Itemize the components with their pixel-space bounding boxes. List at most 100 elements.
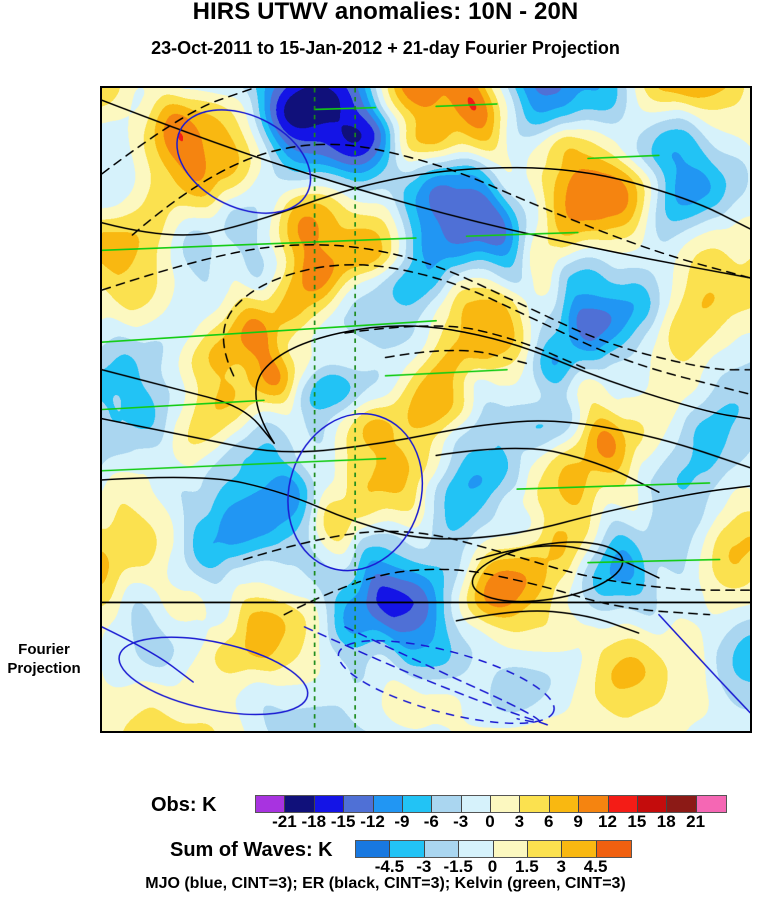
colorbar-tick-label: 18 xyxy=(656,812,676,831)
colorbar-tick-label: -3 xyxy=(416,857,432,876)
colorbar-segment xyxy=(314,796,345,812)
colorbar-tick-label: -15 xyxy=(330,812,356,831)
x-tick-major xyxy=(406,86,409,88)
colorbar-segment xyxy=(390,841,425,857)
colorbar-tick-label: -18 xyxy=(301,812,327,831)
x-tick-minor xyxy=(509,731,511,733)
colorbar-segment xyxy=(432,796,462,812)
obs-colorbar xyxy=(255,795,727,813)
plot-area: 23-Oct13-Nov4-Dec25-Dec15-Jan5-Feb30E60E… xyxy=(100,86,752,733)
colorbar-tick-label: -4.5 xyxy=(374,857,405,876)
y-tick-minor xyxy=(750,691,752,693)
colorbar-segment xyxy=(549,796,580,812)
y-tick-minor xyxy=(100,691,102,693)
y-tick-minor xyxy=(750,389,752,391)
colorbar-segment xyxy=(424,841,460,857)
y-tick-minor xyxy=(100,432,102,434)
y-tick-minor xyxy=(750,303,752,305)
x-tick-minor xyxy=(458,86,460,88)
colorbar-tick-label: 12 xyxy=(598,812,617,831)
y-tick-minor xyxy=(100,389,102,391)
x-tick-major xyxy=(101,86,104,88)
y-tick-minor xyxy=(100,561,102,563)
page-title: HIRS UTWV anomalies: 10N - 20N xyxy=(192,0,579,25)
obs-colorbar-ticks: -21 -18 -15 -12 -9 -6 -3 0 3 6 9 12 15 18 21 xyxy=(255,795,725,831)
y-axis-label: 13-Nov xyxy=(100,206,102,228)
y-tick-minor xyxy=(100,260,102,262)
colorbar-tick-label: 6 xyxy=(544,812,554,831)
colorbar-tick-label: 15 xyxy=(627,812,647,831)
y-tick-minor xyxy=(750,173,752,175)
y-tick-minor xyxy=(100,648,102,650)
y-tick-minor xyxy=(100,518,102,520)
y-axis-label: 15-Jan xyxy=(100,595,102,617)
colorbar-tick-label: -9 xyxy=(394,812,410,831)
colorbar-tick-label: -6 xyxy=(423,812,439,831)
fourier-note-line2: Projection xyxy=(7,659,81,677)
y-tick-minor xyxy=(100,303,102,305)
x-tick-major xyxy=(253,86,256,88)
colorbar-tick-label: 21 xyxy=(686,812,706,831)
y-axis-label: 4-Dec xyxy=(100,336,102,358)
x-tick-minor xyxy=(509,86,511,88)
colorbar-tick-label: 9 xyxy=(573,812,583,831)
x-tick-minor xyxy=(305,86,307,88)
waves-colorbar xyxy=(355,840,632,858)
y-axis-label: 5-Feb xyxy=(100,724,102,733)
obs-colorbar-label: Obs: K xyxy=(151,794,217,816)
colorbar-segment xyxy=(256,796,286,812)
y-tick-minor xyxy=(750,260,752,262)
y-tick-minor xyxy=(100,130,102,132)
x-tick-major xyxy=(559,731,562,733)
colorbar-segment xyxy=(562,841,597,857)
y-tick-major-right xyxy=(750,87,752,90)
x-tick-minor xyxy=(305,731,307,733)
colorbar-segment xyxy=(356,841,391,857)
colorbar-segment xyxy=(520,796,550,812)
waves-colorbar-ticks: -4.5 -3 -1.5 0 1.5 3 4.5 xyxy=(355,840,630,876)
x-tick-minor xyxy=(661,86,663,88)
colorbar-segment xyxy=(608,796,638,812)
colorbar-segment xyxy=(285,796,315,812)
y-tick-minor xyxy=(750,518,752,520)
y-tick-minor xyxy=(750,432,752,434)
x-tick-minor xyxy=(610,86,612,88)
colorbar-tick-label: -3 xyxy=(453,812,469,831)
colorbar-segment xyxy=(637,796,668,812)
y-tick-minor xyxy=(750,130,752,132)
x-tick-minor xyxy=(152,86,154,88)
y-tick-major-right xyxy=(750,604,752,607)
x-tick-major xyxy=(406,731,409,733)
colorbar-segment xyxy=(596,841,631,857)
colorbar-tick-label: 0 xyxy=(487,857,498,876)
x-tick-minor xyxy=(458,731,460,733)
colorbar-tick-label: 0 xyxy=(485,812,495,831)
y-tick-major-right xyxy=(750,345,752,348)
colorbar-segment xyxy=(527,841,563,857)
x-tick-minor xyxy=(152,731,154,733)
y-tick-minor xyxy=(750,648,752,650)
y-tick-major-right xyxy=(750,216,752,219)
x-tick-minor xyxy=(356,731,358,733)
x-tick-minor xyxy=(356,86,358,88)
y-tick-major-right xyxy=(750,475,752,478)
y-tick-minor xyxy=(100,173,102,175)
colorbar-tick-label: 3 xyxy=(556,857,566,876)
colorbar-segment xyxy=(461,796,491,812)
colorbar-tick-label: 4.5 xyxy=(583,857,608,876)
x-tick-minor xyxy=(203,731,205,733)
anomaly-field-canvas xyxy=(102,88,750,731)
x-tick-major xyxy=(253,731,256,733)
figure-caption: MJO (blue, CINT=3); ER (black, CINT=3); … xyxy=(145,875,626,892)
colorbar-tick-label: -12 xyxy=(360,812,385,831)
fourier-note-line1: Fourier xyxy=(18,641,70,659)
x-tick-major xyxy=(559,86,562,88)
x-tick-major xyxy=(101,731,104,733)
colorbar-segment xyxy=(579,796,609,812)
obs-colorbar-row: Obs: K -21 -18 -15 -12 -9 -6 -3 0 3 6 9 12 15 18 21 xyxy=(0,794,771,831)
colorbar-tick-label: -1.5 xyxy=(443,857,473,876)
colorbar-tick-label: -21 xyxy=(272,812,297,831)
colorbar-segment xyxy=(402,796,433,812)
x-tick-minor xyxy=(610,731,612,733)
